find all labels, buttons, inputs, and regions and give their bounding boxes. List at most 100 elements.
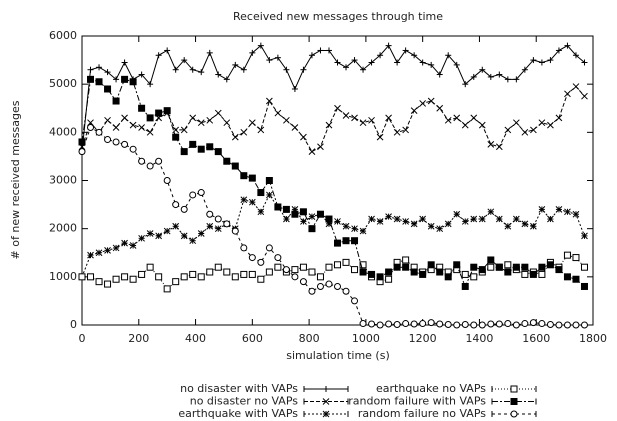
point-marker: [291, 273, 299, 281]
marker-shape: [316, 210, 324, 218]
marker-shape: [368, 320, 376, 328]
point-marker: [325, 215, 333, 223]
point-marker: [351, 225, 358, 233]
marker-shape: [538, 320, 546, 328]
marker-shape: [470, 263, 478, 271]
marker-shape: [325, 280, 333, 288]
point-marker: [368, 59, 375, 66]
point-marker: [138, 104, 146, 112]
marker-shape: [257, 275, 265, 283]
point-marker: [479, 66, 486, 73]
point-marker: [223, 76, 230, 83]
marker-shape: [538, 263, 546, 271]
point-marker: [214, 109, 222, 117]
marker-stroke: [470, 114, 478, 122]
marker-stroke: [104, 246, 111, 254]
marker-shape: [487, 256, 495, 264]
point-marker: [436, 320, 444, 328]
point-marker: [512, 263, 520, 271]
point-marker: [427, 97, 435, 105]
point-marker: [257, 275, 265, 283]
point-marker: [121, 239, 128, 247]
marker-stroke: [385, 114, 392, 122]
marker-shape: [393, 321, 401, 329]
point-marker: [299, 263, 307, 271]
marker-shape: [487, 320, 495, 328]
point-marker: [521, 220, 529, 228]
point-marker: [510, 385, 518, 393]
marker-shape: [223, 268, 231, 276]
marker-shape: [325, 215, 333, 223]
marker-shape: [104, 136, 112, 144]
y-axis-label: # of new received messages: [9, 100, 22, 259]
point-marker: [112, 244, 120, 252]
marker-shape: [87, 124, 95, 132]
marker-shape: [138, 157, 146, 165]
marker-shape: [146, 114, 154, 122]
point-marker: [495, 263, 503, 271]
marker-stroke: [112, 244, 120, 252]
marker-stroke: [393, 128, 401, 136]
point-marker: [470, 73, 477, 80]
marker-stroke: [495, 143, 503, 151]
point-marker: [572, 254, 580, 262]
marker-shape: [555, 321, 563, 329]
point-marker: [308, 213, 316, 220]
point-marker: [462, 81, 469, 88]
marker-stroke: [581, 92, 588, 100]
point-marker: [410, 268, 418, 276]
point-marker: [512, 321, 520, 329]
point-marker: [334, 239, 341, 247]
point-marker: [181, 57, 188, 64]
marker-stroke: [146, 230, 154, 237]
point-marker: [104, 280, 112, 288]
marker-shape: [308, 268, 316, 276]
point-marker: [393, 215, 401, 223]
point-marker: [257, 189, 265, 197]
point-marker: [300, 218, 307, 225]
marker-stroke: [308, 148, 316, 155]
marker-shape: [376, 273, 384, 281]
point-marker: [248, 270, 256, 278]
marker-shape: [385, 268, 393, 276]
marker-shape: [87, 273, 95, 281]
marker-shape: [206, 143, 214, 151]
point-marker: [240, 244, 248, 252]
marker-stroke: [322, 410, 330, 418]
point-marker: [299, 208, 307, 216]
point-marker: [530, 57, 537, 64]
marker-shape: [240, 172, 248, 180]
marker-stroke: [180, 126, 188, 134]
marker-shape: [580, 263, 588, 271]
marker-shape: [121, 140, 129, 148]
point-marker: [487, 73, 494, 80]
point-marker: [308, 268, 316, 276]
point-marker: [504, 222, 512, 230]
point-marker: [487, 263, 495, 271]
point-marker: [359, 268, 367, 276]
point-marker: [206, 268, 214, 276]
point-marker: [223, 119, 231, 127]
point-marker: [87, 66, 94, 73]
point-marker: [274, 109, 282, 117]
marker-shape: [495, 320, 503, 328]
point-marker: [521, 128, 529, 136]
marker-shape: [580, 321, 588, 329]
point-marker: [572, 83, 580, 90]
marker-shape: [248, 254, 256, 262]
point-marker: [513, 76, 520, 83]
point-marker: [351, 266, 359, 274]
point-marker: [197, 145, 205, 153]
marker-stroke: [530, 222, 537, 230]
point-marker: [342, 112, 350, 119]
marker-shape: [316, 273, 324, 281]
point-marker: [155, 52, 162, 59]
marker-shape: [351, 297, 359, 305]
marker-shape: [121, 75, 129, 83]
marker-shape: [529, 319, 537, 327]
marker-stroke: [530, 126, 537, 134]
point-marker: [274, 54, 281, 61]
point-marker: [163, 177, 171, 184]
point-marker: [563, 273, 571, 281]
